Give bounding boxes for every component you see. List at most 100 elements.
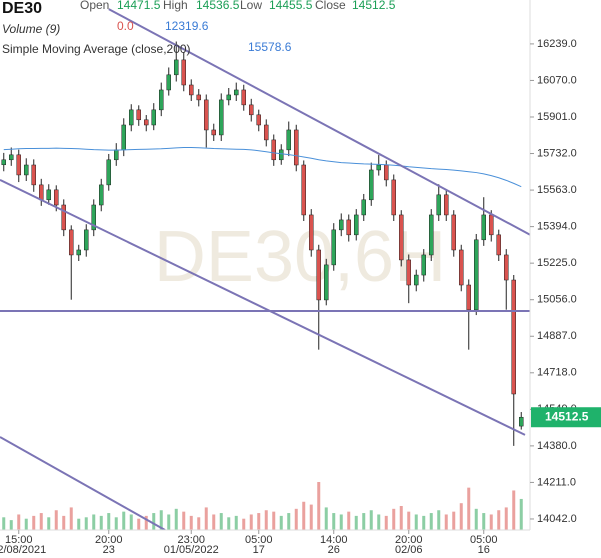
volume-bar xyxy=(234,515,238,530)
candle-body xyxy=(24,164,29,176)
candle-body xyxy=(31,164,36,186)
volume-bar xyxy=(84,517,88,530)
y-tick-label: 14887.0 xyxy=(537,330,577,342)
candle-body xyxy=(519,416,524,427)
y-tick-label: 15563.0 xyxy=(537,184,577,196)
candle-body xyxy=(256,114,261,126)
candle-body xyxy=(309,214,314,251)
sma-line xyxy=(3,146,522,188)
candle-body xyxy=(159,89,164,111)
x-tick-date: 16 xyxy=(478,544,490,556)
candle-body xyxy=(76,249,81,256)
candle-body xyxy=(54,189,59,206)
volume-bar xyxy=(497,510,501,530)
volume-bar xyxy=(249,514,253,530)
candle-body xyxy=(406,259,411,286)
y-tick-label: 14718.0 xyxy=(537,367,577,379)
trend-line xyxy=(0,436,166,530)
candle-body xyxy=(504,254,509,281)
candle-body xyxy=(271,139,276,161)
volume-bar xyxy=(174,508,178,530)
volume-bar xyxy=(272,511,276,530)
candle-body xyxy=(331,229,336,266)
volume-bar xyxy=(54,510,58,530)
candle-body xyxy=(339,219,344,231)
volume-bar xyxy=(452,511,456,530)
volume-bar xyxy=(167,514,171,530)
symbol: DE30 xyxy=(2,0,42,17)
volume-bar xyxy=(392,508,396,530)
candle-body xyxy=(91,204,96,231)
candle-body xyxy=(196,94,201,101)
candle-body xyxy=(481,214,486,241)
candle-body xyxy=(301,164,306,216)
candle-body xyxy=(474,239,479,311)
volume-bar xyxy=(39,513,43,530)
candle-body xyxy=(204,99,209,131)
volume-bar xyxy=(414,514,418,530)
volume-bar xyxy=(279,515,283,530)
candle-body xyxy=(39,184,44,201)
volume-bar xyxy=(429,513,433,530)
x-tick-label: 23:00 xyxy=(177,534,205,546)
candle-body xyxy=(241,89,246,106)
volume-bar xyxy=(137,518,141,530)
candle-body xyxy=(1,159,6,166)
x-tick-date: 01/05/2022 xyxy=(164,544,219,556)
volume-bar xyxy=(212,514,216,530)
volume-a: 0.0 xyxy=(117,19,134,33)
header-close-label: Close xyxy=(315,0,346,12)
candle-body xyxy=(436,194,441,216)
header-high-label: High xyxy=(163,0,188,12)
candle-body xyxy=(234,89,239,96)
volume-bar xyxy=(369,510,373,530)
volume-bar xyxy=(399,506,403,530)
volume-b: 12319.6 xyxy=(165,19,209,33)
volume-bar xyxy=(62,515,66,530)
candle-body xyxy=(429,214,434,256)
candle-body xyxy=(226,94,231,101)
y-tick-label: 14042.0 xyxy=(537,513,577,525)
volume-bar xyxy=(197,517,201,530)
x-tick-date: 02/06 xyxy=(395,544,423,556)
x-tick-date: 17 xyxy=(253,544,265,556)
price-label: 14512.5 xyxy=(545,409,589,423)
volume-bar xyxy=(219,513,223,530)
volume-bar xyxy=(377,514,381,530)
volume-label: Volume (9) xyxy=(2,22,60,36)
volume-bar xyxy=(347,511,351,530)
volume-bar xyxy=(324,507,328,530)
candle-body xyxy=(144,119,149,126)
candle-body xyxy=(294,129,299,166)
candle-body xyxy=(414,274,419,286)
volume-bar xyxy=(69,507,73,530)
candle-body xyxy=(69,229,74,256)
volume-bar xyxy=(114,517,118,530)
candle-body xyxy=(444,194,449,216)
volume-bar xyxy=(77,518,81,530)
x-tick-label: 20:00 xyxy=(395,534,423,546)
candle-body xyxy=(376,164,381,171)
candle-body xyxy=(189,84,194,96)
y-tick-label: 14211.0 xyxy=(537,476,576,488)
y-tick-label: 15225.0 xyxy=(537,257,577,269)
candle-body xyxy=(46,189,51,201)
y-tick-label: 15056.0 xyxy=(537,294,577,306)
candle-body xyxy=(384,164,389,181)
y-tick-label: 15901.0 xyxy=(537,111,577,123)
candle-body xyxy=(166,74,171,91)
volume-bar xyxy=(422,515,426,530)
volume-bar xyxy=(129,514,133,530)
candle-body xyxy=(136,109,141,121)
y-tick-label: 15394.0 xyxy=(537,221,577,233)
candle-body xyxy=(174,59,179,76)
volume-bar xyxy=(32,515,36,530)
candle-body xyxy=(361,199,366,216)
candle-body xyxy=(511,279,516,395)
candle-body xyxy=(496,234,501,256)
candle-body xyxy=(114,149,119,161)
volume-bar xyxy=(407,511,411,530)
candle-body xyxy=(489,214,494,236)
